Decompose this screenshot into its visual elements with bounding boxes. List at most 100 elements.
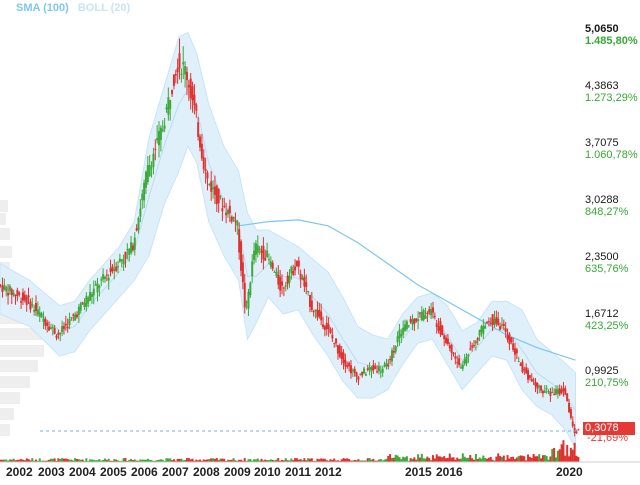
volume-bar: [115, 459, 118, 462]
volume-bar: [396, 455, 399, 462]
volume-bar: [53, 458, 56, 462]
volume-profile-bar: [0, 228, 10, 240]
volume-bar: [33, 460, 36, 462]
candle-body: [458, 358, 461, 365]
candle-body: [439, 321, 442, 335]
candle-body: [528, 375, 531, 378]
candle-body: [560, 389, 563, 393]
volume-bar: [551, 448, 554, 462]
volume-bar: [571, 449, 574, 462]
volume-bar: [398, 457, 401, 462]
volume-bar: [8, 459, 11, 462]
candle-body: [325, 322, 328, 330]
candle-body: [402, 327, 405, 335]
candle-body: [566, 393, 569, 402]
volume-bar: [154, 460, 157, 462]
volume-bar: [185, 458, 188, 462]
volume-bar: [349, 460, 352, 462]
candle-body: [165, 107, 168, 110]
volume-bar: [247, 459, 250, 462]
candle-body: [290, 266, 293, 274]
volume-bar: [46, 460, 49, 462]
candle-body: [499, 326, 502, 330]
candle-body: [16, 289, 19, 296]
candle-body: [456, 362, 459, 364]
candle-body: [541, 391, 544, 394]
time-axis-label: 2011: [285, 465, 312, 479]
volume-bar: [409, 458, 412, 462]
candle-body: [247, 291, 250, 309]
candle-body: [62, 326, 65, 329]
candle-body: [25, 296, 28, 305]
legend-sma[interactable]: SMA (100): [16, 2, 69, 14]
volume-bar: [297, 459, 300, 462]
legend-boll[interactable]: BOLL (20): [77, 2, 131, 14]
candle-body: [553, 394, 556, 396]
price-level-value: 5,0650: [585, 23, 619, 36]
candle-body: [381, 368, 384, 373]
candle-body: [299, 273, 302, 280]
candle-body: [258, 248, 261, 251]
volume-bar: [536, 456, 539, 462]
volume-bar: [295, 458, 298, 462]
volume-bar: [156, 460, 159, 462]
volume-bar: [374, 460, 377, 462]
candle-body: [400, 334, 403, 337]
price-level-label: 1,6712 423,25%: [585, 308, 628, 332]
volume-bar: [569, 447, 572, 462]
volume-bar: [463, 456, 466, 462]
candle-body: [275, 271, 278, 277]
price-level-value: 1,6712: [585, 308, 619, 321]
volume-bar: [152, 460, 155, 462]
candle-body: [126, 249, 129, 251]
volume-bar: [77, 459, 80, 462]
candle-body: [303, 276, 306, 287]
volume-bar: [506, 455, 509, 462]
candle-body: [266, 250, 269, 258]
candle-body: [418, 312, 421, 314]
candle-body: [105, 274, 108, 276]
volume-bar: [279, 460, 282, 462]
percent-level-value: 210,75%: [585, 377, 629, 390]
candle-body: [240, 241, 243, 271]
volume-bar: [163, 460, 166, 462]
candle-body: [568, 402, 571, 413]
volume-bar: [294, 458, 297, 462]
volume-bar: [146, 458, 149, 462]
volume-bar: [459, 458, 462, 462]
candle-body: [20, 301, 23, 303]
candle-body: [346, 365, 349, 367]
volume-bar: [213, 458, 216, 462]
volume-bar: [568, 456, 571, 462]
candle-body: [327, 324, 330, 330]
volume-bar: [465, 458, 468, 462]
volume-bar: [249, 459, 252, 462]
volume-bar: [232, 458, 235, 462]
candle-body: [238, 228, 241, 253]
candle-body: [445, 337, 448, 344]
candle-body: [435, 323, 438, 327]
candle-body: [70, 317, 73, 319]
volume-bar: [174, 460, 177, 462]
percent-level-value: 1.485,80%: [585, 35, 638, 48]
volume-bar: [372, 458, 375, 462]
volume-profile-bar: [0, 408, 14, 420]
volume-bar: [7, 460, 10, 462]
volume-bar: [223, 458, 226, 462]
candle-body: [23, 294, 26, 301]
volume-bar: [405, 456, 408, 462]
volume-bar: [474, 453, 477, 462]
volume-bar: [238, 459, 241, 462]
candle-body: [144, 171, 147, 188]
volume-bar: [14, 460, 17, 462]
candle-body: [208, 184, 211, 186]
percent-level-value: 1.273,29%: [585, 92, 638, 105]
volume-bar: [202, 459, 205, 462]
candle-body: [74, 314, 77, 321]
volume-bar: [364, 460, 367, 462]
volume-bar: [256, 458, 259, 462]
candle-body: [135, 228, 138, 231]
volume-bar: [254, 459, 257, 462]
volume-bar: [243, 458, 246, 462]
candle-body: [549, 391, 552, 396]
